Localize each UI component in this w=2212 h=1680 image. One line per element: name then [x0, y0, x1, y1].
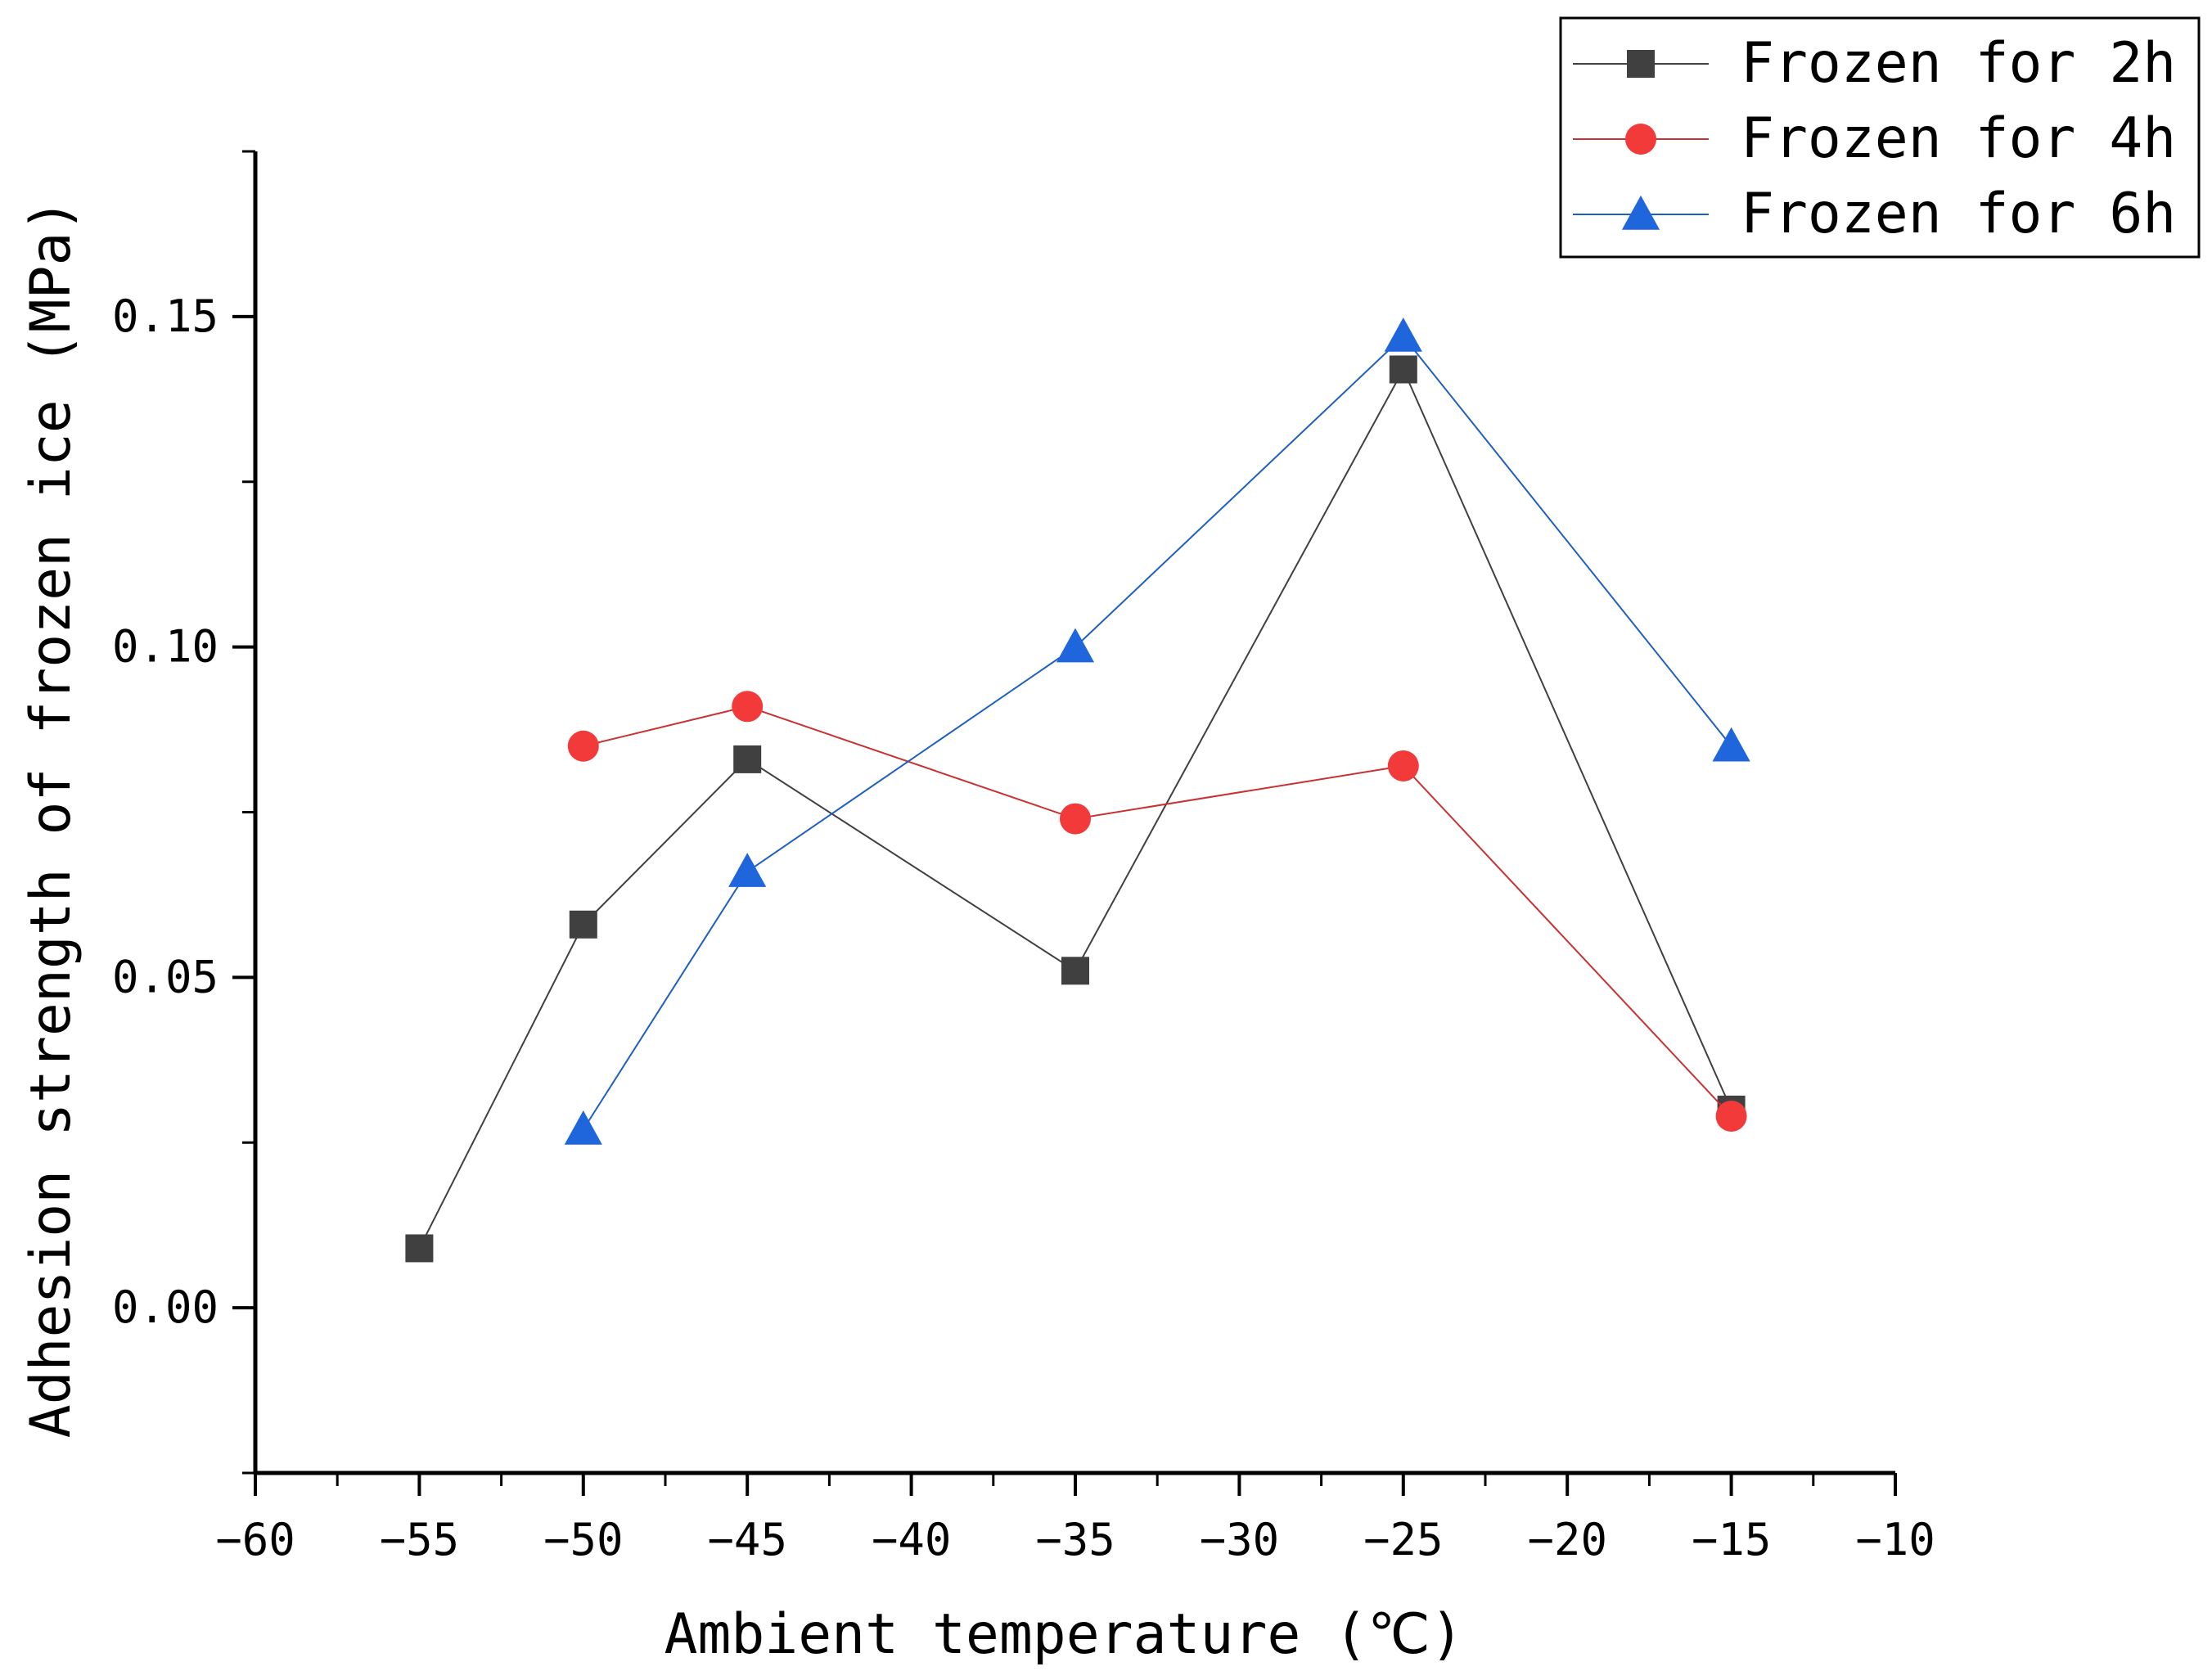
- x-tick-label: −45: [707, 1514, 787, 1565]
- legend: Frozen for 2h Frozen for 4h Frozen for 6h: [1559, 16, 2201, 259]
- data-point: [1715, 1100, 1747, 1132]
- series-3: [564, 318, 1750, 1145]
- data-point: [1061, 957, 1089, 985]
- data-point: [1712, 727, 1750, 762]
- y-tick-label: 0.15: [112, 291, 218, 342]
- series: [405, 318, 1750, 1263]
- series-2: [567, 691, 1747, 1132]
- legend-label: Frozen for 4h: [1741, 106, 2176, 171]
- x-axis-title: Ambient temperature (℃): [664, 1602, 1463, 1667]
- legend-marker: [1627, 50, 1655, 78]
- x-tick-label: −20: [1527, 1514, 1607, 1565]
- x-tick-label: −30: [1200, 1514, 1280, 1565]
- data-point: [1056, 628, 1095, 663]
- x-tick-label: −25: [1363, 1514, 1444, 1565]
- data-point: [569, 910, 597, 939]
- legend-item-1: Frozen for 2h: [1573, 31, 2176, 96]
- y-tick-label: 0.05: [112, 951, 218, 1002]
- legend-frame: [1559, 16, 2201, 259]
- data-point: [1387, 750, 1419, 781]
- data-point: [728, 853, 767, 887]
- data-point: [733, 745, 762, 773]
- data-point: [405, 1234, 434, 1263]
- x-tick-label: −50: [543, 1514, 624, 1565]
- data-point: [567, 730, 599, 762]
- x-tick-label: −10: [1855, 1514, 1935, 1565]
- data-point: [732, 691, 764, 723]
- legend-item-2: Frozen for 4h: [1573, 106, 2176, 171]
- legend-label: Frozen for 6h: [1741, 182, 2176, 246]
- y-tick-label: 0.00: [112, 1281, 218, 1333]
- x-tick-label: −40: [872, 1514, 952, 1565]
- legend-marker: [1625, 124, 1656, 155]
- y-tick-label: 0.10: [112, 621, 218, 673]
- legend-label: Frozen for 2h: [1741, 31, 2176, 96]
- x-tick-label: −60: [215, 1514, 295, 1565]
- legend-marker: [1621, 195, 1660, 230]
- series-line: [582, 335, 1732, 1130]
- y-axis-title: Adhesion strength of frozen ice (MPa): [19, 199, 83, 1439]
- x-tick-label: −15: [1692, 1514, 1772, 1565]
- data-point: [1384, 318, 1422, 352]
- data-point: [1060, 803, 1091, 835]
- x-tick-label: −35: [1035, 1514, 1115, 1565]
- data-point: [564, 1110, 602, 1145]
- series-line: [418, 367, 1732, 1249]
- legend-item-3: Frozen for 6h: [1573, 182, 2176, 246]
- ticks: −60 −55 −50 −45 −40 −35 −30 −25 −20 −15 −10 0.00 0.0…: [112, 150, 1935, 1565]
- x-tick-label: −55: [380, 1514, 460, 1565]
- data-point: [1389, 355, 1417, 384]
